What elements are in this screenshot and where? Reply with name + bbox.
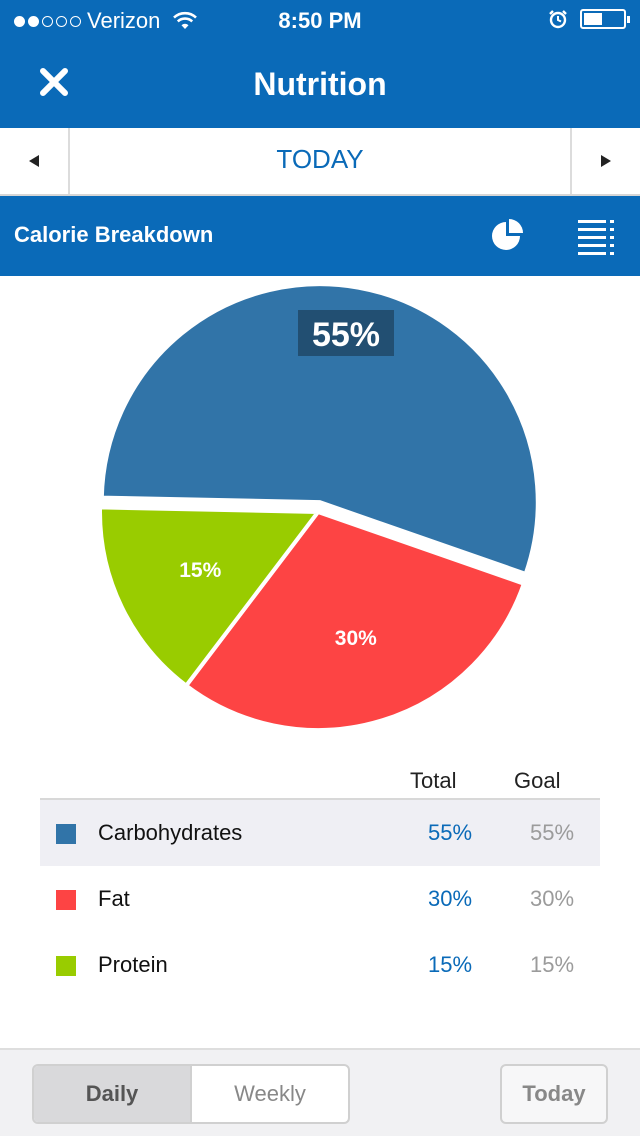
pie-svg: 55% 30% 15% xyxy=(98,282,540,732)
column-header-total: Total xyxy=(410,768,457,793)
status-right xyxy=(548,9,630,29)
column-header-goal: Goal xyxy=(514,768,561,793)
row-name: Fat xyxy=(98,886,130,911)
carrier-name: Verizon xyxy=(87,8,161,33)
pie-label-protein: 15% xyxy=(179,559,221,582)
segment-daily[interactable]: Daily xyxy=(34,1066,190,1122)
signal-dot xyxy=(42,15,53,27)
section-header: Calorie Breakdown xyxy=(0,196,640,276)
bottom-toolbar: Daily Weekly Today xyxy=(0,1048,640,1136)
battery-icon xyxy=(580,9,630,29)
status-time: 8:50 PM xyxy=(278,8,362,33)
row-name: Protein xyxy=(98,952,168,977)
pie-label-background xyxy=(298,310,394,356)
today-button[interactable]: Today xyxy=(500,1064,608,1124)
signal-dot xyxy=(14,15,25,27)
alarm-clock-icon xyxy=(549,10,567,29)
pie-slice-fat[interactable] xyxy=(183,509,527,732)
row-goal: 15% xyxy=(530,952,575,977)
row-goal: 55% xyxy=(530,820,575,845)
pie-label-carbohydrates: 55% xyxy=(312,316,380,354)
legend-swatch-carbohydrates xyxy=(56,824,76,844)
triangle-right-icon xyxy=(601,155,611,167)
wifi-icon xyxy=(173,11,198,29)
table-row-protein[interactable]: Protein 15% 15% xyxy=(40,932,600,998)
date-navigator: TODAY xyxy=(0,128,640,196)
legend-swatch-protein xyxy=(56,956,76,976)
pie-label-fat: 30% xyxy=(335,627,377,650)
page-title: Nutrition xyxy=(253,66,387,102)
next-day-button[interactable] xyxy=(570,128,640,194)
close-icon[interactable] xyxy=(36,64,72,100)
pie-slice-carbohydrates[interactable] xyxy=(99,282,540,577)
macro-table: Total Goal Carbohydrates 55% 55% Fat 30%… xyxy=(40,760,600,998)
section-title: Calorie Breakdown xyxy=(14,222,214,247)
triangle-left-icon xyxy=(29,155,39,167)
status-bar: Verizon 8:50 PM xyxy=(0,0,640,40)
row-total: 55% xyxy=(428,820,473,845)
row-total: 15% xyxy=(428,952,473,977)
table-header: Total Goal xyxy=(40,760,600,800)
table-row-fat[interactable]: Fat 30% 30% xyxy=(40,866,600,932)
table-row-carbohydrates[interactable]: Carbohydrates 55% 55% xyxy=(40,800,600,866)
nav-bar: Nutrition xyxy=(0,40,640,128)
signal-strength-icon xyxy=(14,15,81,27)
list-icon[interactable] xyxy=(576,216,616,256)
pie-slice-protein[interactable] xyxy=(98,505,322,689)
signal-dot xyxy=(70,15,81,27)
period-segmented-control: Daily Weekly xyxy=(32,1064,350,1124)
date-label[interactable]: TODAY xyxy=(276,144,364,174)
calorie-pie-chart[interactable]: 55% 30% 15% xyxy=(0,276,640,736)
segment-weekly[interactable]: Weekly xyxy=(190,1066,348,1122)
previous-day-button[interactable] xyxy=(0,128,70,194)
status-left: Verizon xyxy=(14,8,198,34)
signal-dot xyxy=(56,15,67,27)
signal-dot xyxy=(28,15,39,27)
row-name: Carbohydrates xyxy=(98,820,243,845)
pie-chart-icon[interactable] xyxy=(488,216,528,256)
row-total: 30% xyxy=(428,886,473,911)
row-goal: 30% xyxy=(530,886,575,911)
legend-swatch-fat xyxy=(56,890,76,910)
